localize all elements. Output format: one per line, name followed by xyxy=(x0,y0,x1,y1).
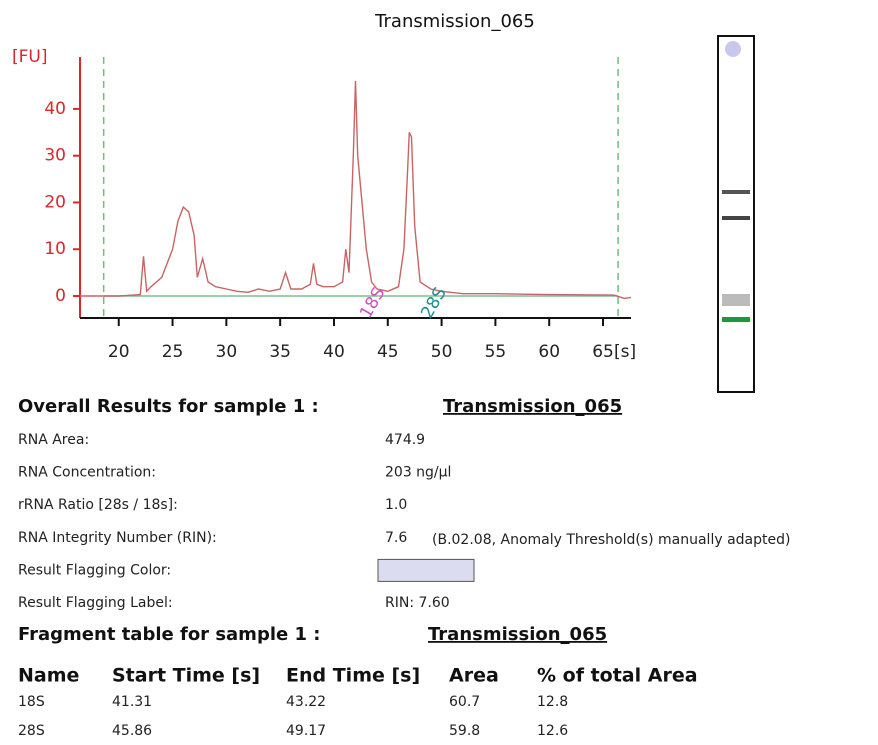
results-sample: Transmission_065 xyxy=(443,396,622,417)
result-label: RNA Integrity Number (RIN): xyxy=(18,530,217,546)
gel-lane xyxy=(718,36,754,392)
result-value: 474.9 xyxy=(385,432,425,448)
lane-frame xyxy=(718,36,754,392)
peak-label: 28S xyxy=(417,284,451,322)
flag-swatch xyxy=(378,559,474,581)
lane-spot xyxy=(725,41,741,57)
table-header: Area xyxy=(449,665,499,687)
results-heading: Overall Results for sample 1 : xyxy=(18,396,319,417)
y-tick-label: 20 xyxy=(44,192,66,212)
result-label: Result Flagging Label: xyxy=(18,595,173,611)
band xyxy=(722,294,750,306)
table-cell: 49.17 xyxy=(286,723,326,739)
y-tick-label: 40 xyxy=(44,99,66,119)
x-tick-label: 30 xyxy=(216,342,238,362)
result-value: RIN: 7.60 xyxy=(385,595,450,611)
x-tick-label: 40 xyxy=(323,342,345,362)
table-cell: 45.86 xyxy=(112,723,152,739)
fragment-heading: Fragment table for sample 1 : xyxy=(18,624,320,645)
result-label: RNA Concentration: xyxy=(18,465,156,481)
table-cell: 41.31 xyxy=(112,694,152,710)
peak-label: 18S xyxy=(356,284,390,322)
x-tick-label: 25 xyxy=(162,342,184,362)
rin-note: (B.02.08, Anomaly Threshold(s) manually … xyxy=(432,532,790,548)
table-header: Name xyxy=(18,665,79,687)
band xyxy=(722,190,750,194)
report: Transmission_065 [FU] Overall Results fo… xyxy=(0,0,878,745)
table-header: % of total Area xyxy=(537,665,698,687)
result-label: Result Flagging Color: xyxy=(18,562,171,578)
table-cell: 28S xyxy=(18,723,45,739)
chart-title: Transmission_065 xyxy=(374,11,535,32)
table-cell: 59.8 xyxy=(449,723,480,739)
result-label: RNA Area: xyxy=(18,432,89,448)
result-label: rRNA Ratio [28s / 18s]: xyxy=(18,497,178,513)
table-header: Start Time [s] xyxy=(112,665,260,687)
x-tick-label: 65 xyxy=(592,342,614,362)
page: {"chart_data": {"type": "line", "title":… xyxy=(0,0,878,745)
result-value: 7.6 xyxy=(385,530,407,546)
table-cell: 60.7 xyxy=(449,694,480,710)
marker-band xyxy=(722,317,750,322)
table-cell: 43.22 xyxy=(286,694,326,710)
fragment-sample: Transmission_065 xyxy=(428,624,607,645)
band xyxy=(722,216,750,220)
x-tick-label: 35 xyxy=(269,342,291,362)
x-axis-label: [s] xyxy=(614,342,636,362)
result-value: 203 ng/µl xyxy=(385,465,451,481)
x-tick-label: 55 xyxy=(485,342,507,362)
y-axis-label: [FU] xyxy=(12,47,48,67)
table-cell: 12.6 xyxy=(537,723,568,739)
table-header: End Time [s] xyxy=(286,665,420,687)
y-tick-label: 10 xyxy=(44,239,66,259)
x-tick-label: 50 xyxy=(431,342,453,362)
x-tick-label: 60 xyxy=(538,342,560,362)
trace xyxy=(80,81,631,299)
result-value: 1.0 xyxy=(385,497,407,513)
y-tick-label: 0 xyxy=(55,286,66,306)
x-tick-label: 20 xyxy=(108,342,130,362)
y-tick-label: 30 xyxy=(44,146,66,166)
x-tick-label: 45 xyxy=(377,342,399,362)
table-cell: 18S xyxy=(18,694,45,710)
table-cell: 12.8 xyxy=(537,694,568,710)
